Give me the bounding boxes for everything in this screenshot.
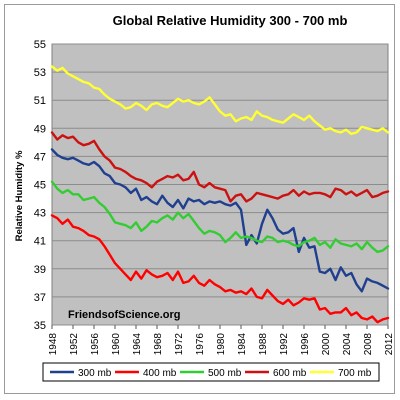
series-line-700-mb bbox=[50, 65, 390, 136]
x-tick-label: 1984 bbox=[237, 333, 248, 356]
x-axis-ticks: 1948 1952 1956 1960 1964 1968 1972 1976 1980 1984… bbox=[48, 325, 395, 355]
y-tick-label: 47 bbox=[34, 151, 46, 163]
x-tick-label: 1992 bbox=[279, 333, 290, 356]
y-tick-label: 45 bbox=[34, 180, 46, 192]
chart-title: Global Relative Humidity 300 - 700 mb bbox=[113, 13, 348, 28]
x-tick-label: 1948 bbox=[48, 333, 59, 356]
y-tick-label: 49 bbox=[34, 123, 46, 135]
legend bbox=[42, 362, 380, 382]
x-tick-label: 1960 bbox=[111, 333, 122, 356]
y-tick-label: 41 bbox=[34, 236, 46, 248]
source-annotation: FriendsofScience.org bbox=[68, 309, 180, 321]
x-tick-label: 2012 bbox=[384, 333, 395, 356]
series-line-500-mb bbox=[50, 180, 390, 254]
y-axis-ticks: 35 37 39 41 43 45 47 49 51 53 55 bbox=[34, 39, 46, 332]
y-tick-label: 53 bbox=[34, 67, 46, 79]
x-tick-label: 1952 bbox=[69, 333, 80, 356]
legend-entries: 300 mb 400 mb 500 mb 600 mb 700 mb bbox=[50, 368, 372, 379]
x-tick-label: 1964 bbox=[132, 333, 143, 356]
legend-label: 500 mb bbox=[208, 368, 242, 379]
legend-label: 300 mb bbox=[78, 368, 112, 379]
x-tick-label: 2008 bbox=[363, 333, 374, 356]
legend-label: 400 mb bbox=[143, 368, 177, 379]
x-tick-label: 1996 bbox=[300, 333, 311, 356]
x-tick-label: 1972 bbox=[174, 333, 185, 356]
x-tick-label: 1980 bbox=[216, 333, 227, 356]
legend-label: 600 mb bbox=[273, 368, 307, 379]
legend-label: 700 mb bbox=[338, 368, 372, 379]
x-tick-label: 2000 bbox=[321, 333, 332, 356]
x-tick-label: 1968 bbox=[153, 333, 164, 356]
y-axis-label: Relative Humidity % bbox=[14, 150, 25, 241]
x-tick-label: 1988 bbox=[258, 333, 269, 356]
x-tick-label: 2004 bbox=[342, 333, 353, 356]
series-lines bbox=[50, 65, 390, 324]
x-tick-label: 1956 bbox=[90, 333, 101, 356]
y-tick-label: 43 bbox=[34, 208, 46, 220]
y-tick-label: 39 bbox=[34, 264, 46, 276]
x-tick-label: 1976 bbox=[195, 333, 206, 356]
y-tick-label: 55 bbox=[34, 39, 46, 51]
series-line-400-mb bbox=[50, 214, 390, 324]
y-tick-label: 51 bbox=[34, 95, 46, 107]
series-line-600-mb bbox=[50, 131, 390, 203]
y-tick-label: 37 bbox=[34, 292, 46, 304]
series-line-300-mb bbox=[50, 148, 390, 293]
y-tick-label: 35 bbox=[34, 320, 46, 332]
